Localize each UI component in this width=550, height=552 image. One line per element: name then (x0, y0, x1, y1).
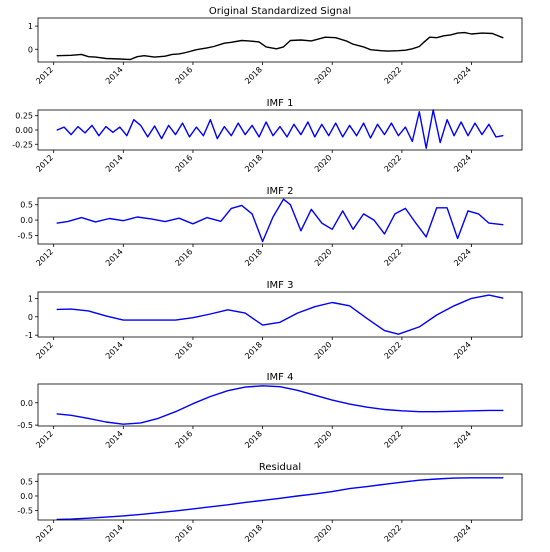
original-signal-xtick-label: 2020 (313, 65, 334, 86)
imf-1-series-line (56, 109, 504, 150)
imf-2-xtick-label: 2018 (243, 247, 264, 268)
imf-2-axes-frame (37, 197, 523, 245)
imf-3-xtick-label: 2016 (174, 340, 195, 361)
original-signal-xtick-label: 2018 (243, 65, 264, 86)
imf-1-xtick-label: 2016 (174, 153, 195, 174)
imf-3-series-line (56, 294, 504, 335)
imf-4-title: IMF 4 (267, 372, 294, 383)
imf-4-series-line (56, 385, 504, 425)
residual-ytick-label: 0.5 (20, 477, 33, 486)
imf-4-xtick-label: 2012 (34, 429, 55, 450)
original-signal-xtick-label: 2024 (452, 65, 473, 86)
imf-3-axes-frame (37, 291, 523, 338)
imf-1-xtick-label: 2012 (34, 153, 55, 174)
original-signal-xtick-label: 2016 (174, 65, 195, 86)
imf-4-xtick-label: 2016 (174, 429, 195, 450)
imf-3-panel: IMF 3 -1 0 1 2012 2014 2016 2018 2020 2022 2024 (25, 280, 523, 361)
imf-2-xtick-label: 2024 (452, 247, 473, 268)
imf-4-panel: IMF 4 -0.5 0.0 2012 2014 2016 2018 2020 2022 2024 (17, 372, 523, 450)
imf-1-ytick-label: -0.25 (12, 140, 33, 149)
imf-4-xtick-label: 2020 (313, 429, 334, 450)
residual-xtick-label: 2022 (383, 523, 404, 544)
original-signal-xtick-label: 2014 (104, 65, 125, 86)
residual-panel: Residual -0.5 0.0 0.5 2012 2014 2016 2018 2020 20… (17, 462, 523, 544)
imf-4-xtick-label: 2022 (383, 429, 404, 450)
original-signal-ytick-label: 0 (28, 45, 33, 54)
original-signal-series-line (56, 31, 504, 61)
residual-xtick-label: 2024 (452, 523, 473, 544)
original-signal-axes-frame (37, 17, 523, 63)
residual-xtick-label: 2012 (34, 523, 55, 544)
imf-3-xtick-label: 2018 (243, 340, 264, 361)
imf-1-title: IMF 1 (267, 98, 294, 109)
imf-1-xtick-label: 2020 (313, 153, 334, 174)
imf-4-xtick-label: 2024 (452, 429, 473, 450)
imf-2-ytick-label: 0.0 (20, 216, 33, 225)
imf-4-xtick-label: 2014 (104, 429, 125, 450)
residual-series-line (56, 477, 504, 521)
imf-2-xtick-label: 2014 (104, 247, 125, 268)
imf-2-ytick-label: 0.5 (20, 201, 33, 210)
imf-1-ytick-label: 0.25 (15, 112, 33, 121)
imf-3-ytick-label: 1 (28, 294, 33, 303)
original-signal-xtick-label: 2022 (383, 65, 404, 86)
imf-2-xtick-label: 2016 (174, 247, 195, 268)
imf-4-axes-frame (37, 383, 523, 427)
imf-1-ytick-label: 0.00 (15, 126, 33, 135)
residual-title: Residual (259, 462, 301, 473)
imf-3-title: IMF 3 (267, 280, 294, 291)
original-signal-title: Original Standardized Signal (209, 6, 351, 17)
imf-3-xtick-label: 2012 (34, 340, 55, 361)
imf-1-xtick-label: 2022 (383, 153, 404, 174)
imf-1-panel: IMF 1 -0.25 0.00 0.25 2012 2014 2016 2018 2020 20… (12, 98, 523, 174)
residual-ytick-label: 0.0 (20, 492, 33, 501)
imf-3-ytick-label: -1 (25, 331, 33, 340)
imf-2-xtick-label: 2012 (34, 247, 55, 268)
residual-xtick-label: 2020 (313, 523, 334, 544)
imf-3-xtick-label: 2024 (452, 340, 473, 361)
imf-3-ytick-label: 0 (28, 313, 33, 322)
residual-ytick-label: -0.5 (17, 507, 33, 516)
imf-2-xtick-label: 2022 (383, 247, 404, 268)
imf-2-series-line (56, 198, 504, 243)
residual-axes-frame (37, 473, 523, 521)
imf-2-panel: IMF 2 -0.5 0.0 0.5 2012 2014 2016 2018 2020 2022 2… (17, 186, 523, 268)
imf-1-xtick-label: 2014 (104, 153, 125, 174)
imf-4-ytick-label: -0.5 (17, 421, 33, 430)
imf-2-ytick-label: -0.5 (17, 231, 33, 240)
original-signal-xtick-label: 2012 (34, 65, 55, 86)
imf-4-ytick-label: 0.0 (20, 399, 33, 408)
imf-4-xtick-label: 2018 (243, 429, 264, 450)
residual-xtick-label: 2014 (104, 523, 125, 544)
imf-2-xtick-label: 2020 (313, 247, 334, 268)
original-signal-panel: Original Standardized Signal 0 1 2012 2014 20… (28, 6, 523, 86)
original-signal-ytick-label: 1 (28, 22, 33, 31)
residual-xtick-label: 2018 (243, 523, 264, 544)
imf-3-xtick-label: 2020 (313, 340, 334, 361)
imf-3-xtick-label: 2022 (383, 340, 404, 361)
imf-1-xtick-label: 2024 (452, 153, 473, 174)
imf-2-title: IMF 2 (267, 186, 294, 197)
imf-1-xtick-label: 2018 (243, 153, 264, 174)
imf-3-xtick-label: 2014 (104, 340, 125, 361)
residual-xtick-label: 2016 (174, 523, 195, 544)
